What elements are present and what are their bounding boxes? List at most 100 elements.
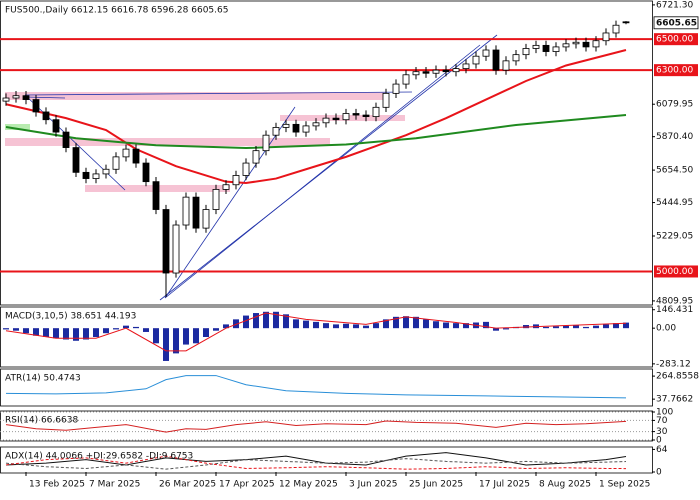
macd-bar: [603, 324, 609, 329]
price-box: [653, 16, 699, 30]
candle-body: [82, 171, 90, 179]
candle-body: [422, 71, 430, 74]
macd-bar: [313, 321, 319, 329]
macd-bar: [263, 311, 269, 329]
candle-body: [432, 69, 440, 74]
macd-bar: [83, 328, 89, 340]
y-tick-label: 37.7662: [656, 395, 693, 405]
y-tick-label: 6721.30: [656, 0, 693, 10]
zone: [5, 138, 330, 146]
macd-bar: [563, 325, 569, 329]
candle-body: [262, 134, 270, 152]
candle-body: [232, 175, 240, 186]
candle-body: [62, 131, 70, 148]
macd-bar: [613, 323, 619, 329]
macd-bar: [503, 328, 509, 330]
macd-bar: [113, 328, 119, 330]
candle-body: [42, 111, 50, 121]
macd-bar: [413, 316, 419, 329]
candle-body: [612, 24, 620, 34]
panel-title: FUS500.,Daily 6612.15 6616.78 6596.28 66…: [5, 6, 228, 16]
candle-body: [342, 113, 350, 121]
candle-body: [592, 40, 600, 48]
y-tick-label: 264.8558: [656, 372, 699, 382]
macd-bar: [543, 326, 549, 329]
macd-bar: [173, 328, 179, 354]
candle-body: [312, 122, 320, 127]
level-label: 5000.00: [656, 267, 693, 277]
candle-body: [102, 168, 110, 175]
y-tick-label: -283.12: [656, 359, 691, 369]
candle-body: [452, 68, 460, 73]
zone: [5, 92, 385, 100]
candle-body: [582, 41, 590, 48]
candle-body: [122, 148, 130, 158]
macd-bar: [233, 319, 239, 329]
candle-body: [332, 117, 340, 121]
panel-title: ADX(14) 44.0066 +DI:29.6582 -DI:9.6753: [5, 452, 193, 462]
level-box: [654, 64, 698, 77]
indicator-line: [5, 458, 627, 470]
candle-body: [272, 127, 280, 136]
x-tick-label: 26 Mar 2025: [159, 480, 216, 490]
y-tick-label: 6079.95: [656, 100, 693, 110]
macd-bar: [63, 328, 69, 340]
zone: [280, 115, 405, 121]
y-tick-label: 0: [656, 468, 662, 478]
macd-bar: [393, 316, 399, 329]
macd-bar: [593, 325, 599, 329]
x-tick-label: 13 Feb 2025: [29, 480, 85, 490]
macd-bar: [183, 328, 189, 345]
candle-body: [562, 43, 570, 48]
y-tick-label: 100: [656, 408, 673, 418]
macd-bar: [223, 324, 229, 329]
x-tick-label: 7 Mar 2025: [89, 480, 140, 490]
candle-body: [32, 99, 40, 113]
panel-title: ATR(14) 50.4743: [5, 374, 81, 384]
macd-bar: [143, 328, 149, 332]
zone: [5, 124, 30, 130]
y-tick-label: 0.00: [656, 324, 676, 334]
candle-body: [142, 162, 150, 183]
candle-body: [202, 209, 210, 229]
macd-bar: [283, 314, 289, 329]
indicator-line: [5, 49, 627, 185]
level-box: [654, 33, 698, 46]
indicator-line: [5, 375, 627, 399]
macd-bar: [483, 321, 489, 329]
x-tick-label: 17 Apr 2025: [219, 480, 275, 490]
candle-body: [532, 44, 540, 49]
candle-body: [52, 119, 60, 133]
indicator-line: [5, 114, 627, 150]
macd-bar: [103, 328, 109, 334]
indicator-line: [5, 455, 627, 470]
candle-body: [352, 113, 360, 116]
y-tick-label: 5654.50: [656, 166, 693, 176]
macd-bar: [403, 316, 409, 329]
macd-bar: [93, 328, 99, 337]
x-tick-label: 25 Jun 2025: [409, 480, 463, 490]
macd-bar: [163, 328, 169, 361]
panel-frame: [0, 410, 653, 442]
candle-body: [412, 71, 420, 76]
candle-body: [522, 48, 530, 56]
candle-body: [132, 148, 140, 164]
candle-body: [322, 117, 330, 124]
candle-body: [392, 83, 400, 94]
x-tick-label: 8 Aug 2025: [539, 480, 591, 490]
candle-body: [542, 44, 550, 52]
macd-bar: [73, 328, 79, 341]
macd-bar: [353, 324, 359, 329]
y-tick-label: 5870.40: [656, 132, 693, 142]
macd-bar: [153, 328, 159, 344]
macd-bar: [23, 328, 29, 334]
candle-body: [512, 54, 520, 62]
indicator-line: [5, 420, 627, 433]
level-box: [654, 265, 698, 278]
panel-title: MACD(3,10,5) 38.651 44.193: [5, 312, 136, 322]
candle-body: [222, 184, 230, 190]
macd-bar: [123, 325, 129, 329]
macd-bar: [463, 323, 469, 329]
macd-bar: [133, 326, 139, 329]
macd-bar: [373, 323, 379, 329]
